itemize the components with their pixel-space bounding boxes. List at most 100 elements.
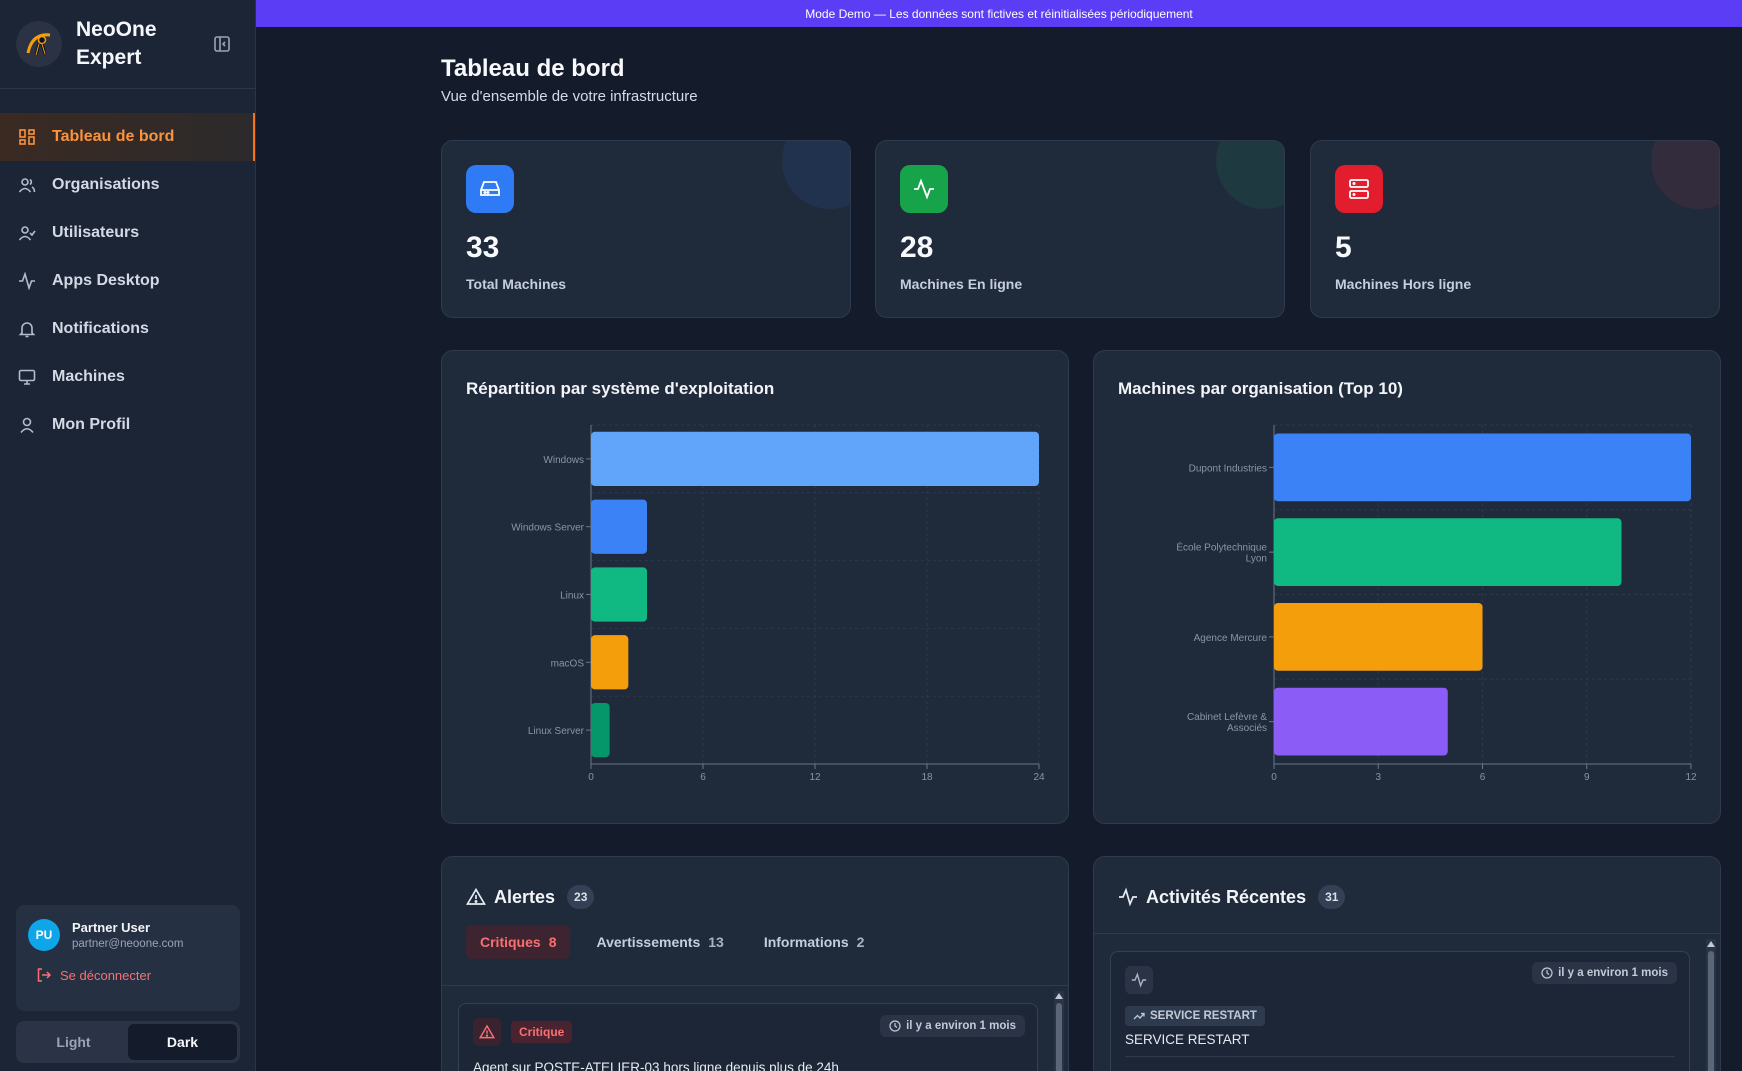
alert-icon xyxy=(473,1018,501,1046)
x-tick-label: 18 xyxy=(921,772,933,783)
logout-label: Se déconnecter xyxy=(60,967,152,983)
card-decoration xyxy=(782,141,850,209)
time-text: il y a environ 1 mois xyxy=(906,1020,1016,1032)
activity-type-icon xyxy=(1125,966,1153,994)
users-icon xyxy=(16,174,38,196)
category-label: Lyon xyxy=(1246,554,1267,565)
category-label: Windows Server xyxy=(511,523,584,534)
bar xyxy=(1274,687,1448,756)
sidebar-item-label: Apps Desktop xyxy=(52,272,160,289)
x-tick-label: 12 xyxy=(809,772,821,783)
stat-label: Machines Hors ligne xyxy=(1335,276,1472,292)
stat-card-online: 28 Machines En ligne xyxy=(875,140,1285,318)
user-email: partner@neoone.com xyxy=(72,938,184,950)
alerts-title: Alertes xyxy=(494,886,556,907)
sidebar-item-organisations[interactable]: Organisations xyxy=(0,161,255,209)
org-chart-title: Machines par organisation (Top 10) xyxy=(1118,379,1403,398)
alert-triangle-icon xyxy=(466,887,486,905)
category-label: Agence Mercure xyxy=(1194,633,1268,644)
sidebar: NeoOne Expert Tableau de bord Organisati… xyxy=(0,0,256,1071)
activity-icon xyxy=(900,165,948,213)
user-card: PU Partner User partner@neoone.com Se dé… xyxy=(16,905,240,1011)
theme-light-button[interactable]: Light xyxy=(56,1034,91,1050)
alerts-tabs: Critiques 8 Avertissements 13 Informations… xyxy=(466,925,890,959)
category-label: Linux Server xyxy=(528,726,585,737)
activity-type-badge: SERVICE RESTART xyxy=(1125,1006,1265,1026)
alert-item[interactable]: Critique il y a environ 1 mois Agent sur… xyxy=(458,1003,1038,1071)
category-label: Associés xyxy=(1227,723,1267,734)
sidebar-item-apps-desktop[interactable]: Apps Desktop xyxy=(0,257,255,305)
activity-icon xyxy=(1119,887,1137,907)
org-chart-panel: Machines par organisation (Top 10) 0 3 6 9 1… xyxy=(1093,350,1721,824)
theme-dark-button[interactable]: Dark xyxy=(128,1024,237,1060)
user-name: Partner User xyxy=(72,920,151,935)
scroll-thumb[interactable] xyxy=(1056,1003,1062,1071)
card-decoration xyxy=(1216,141,1284,209)
theme-toggle: Light Dark xyxy=(16,1021,240,1063)
bar xyxy=(591,567,647,622)
scroll-thumb[interactable] xyxy=(1708,951,1714,1071)
tab-informations[interactable]: Informations 2 xyxy=(750,925,879,959)
sidebar-item-notifications[interactable]: Notifications xyxy=(0,305,255,353)
x-tick-label: 6 xyxy=(1480,772,1486,783)
bar xyxy=(591,635,629,690)
category-label: Linux xyxy=(560,591,584,602)
x-tick-label: 9 xyxy=(1584,772,1590,783)
alerts-panel: Alertes 23 Critiques 8 Avertissements 13 I… xyxy=(441,856,1069,1071)
activity-type-label: SERVICE RESTART xyxy=(1150,1010,1257,1022)
tab-count: 2 xyxy=(856,934,865,950)
activities-scrollbar[interactable] xyxy=(1706,939,1716,1071)
activities-count-badge: 31 xyxy=(1318,885,1346,909)
sidebar-item-dashboard[interactable]: Tableau de bord xyxy=(0,113,255,161)
bar xyxy=(591,431,1039,487)
activities-title: Activités Récentes xyxy=(1146,886,1307,907)
logo xyxy=(16,21,62,67)
stat-value: 5 xyxy=(1335,231,1352,264)
divider xyxy=(1094,933,1720,934)
category-label: macOS xyxy=(551,658,585,669)
activities-panel: Activités Récentes 31 il y a environ 1 m… xyxy=(1093,856,1721,1071)
alerts-header: Alertes 23 xyxy=(466,885,595,909)
activities-header: Activités Récentes 31 xyxy=(1118,885,1346,909)
logout-button[interactable]: Se déconnecter xyxy=(28,967,228,983)
activity-item[interactable]: il y a environ 1 mois SERVICE RESTART SE… xyxy=(1110,951,1690,1071)
sidebar-item-machines[interactable]: Machines xyxy=(0,353,255,401)
stat-label: Machines En ligne xyxy=(900,276,1023,292)
x-tick-label: 24 xyxy=(1033,772,1045,783)
bar xyxy=(591,499,647,554)
category-label: École Polytechnique xyxy=(1176,541,1267,554)
tab-count: 13 xyxy=(708,934,724,950)
bar xyxy=(1274,433,1691,502)
hard-drive-icon xyxy=(466,165,514,213)
tab-label: Avertissements xyxy=(596,934,701,950)
sidebar-item-utilisateurs[interactable]: Utilisateurs xyxy=(0,209,255,257)
category-label: Windows xyxy=(543,455,584,466)
category-label: Cabinet Lefèvre & xyxy=(1187,712,1267,723)
user-check-icon xyxy=(16,222,38,244)
page-title: Tableau de bord xyxy=(441,55,625,82)
alert-text: Agent sur POSTE-ATELIER-03 hors ligne de… xyxy=(473,1060,839,1071)
x-tick-label: 0 xyxy=(1271,772,1277,783)
tab-critiques[interactable]: Critiques 8 xyxy=(466,925,571,959)
stat-label: Total Machines xyxy=(466,276,567,292)
tab-avertissements[interactable]: Avertissements 13 xyxy=(582,925,737,959)
stat-card-offline: 5 Machines Hors ligne xyxy=(1310,140,1720,318)
os-chart-title: Répartition par système d'exploitation xyxy=(466,379,775,398)
stat-card-total: 33 Total Machines xyxy=(441,140,851,318)
collapse-sidebar-icon[interactable] xyxy=(209,31,235,57)
bell-icon xyxy=(16,318,38,340)
alerts-scrollbar[interactable] xyxy=(1054,991,1064,1071)
brand-name: NeoOne Expert xyxy=(76,16,209,72)
x-tick-label: 3 xyxy=(1375,772,1381,783)
sidebar-item-label: Organisations xyxy=(52,176,160,193)
tab-count: 8 xyxy=(548,934,557,950)
x-tick-label: 6 xyxy=(700,772,706,783)
tab-label: Informations xyxy=(763,934,849,950)
trending-up-icon xyxy=(1133,1012,1145,1020)
avatar: PU xyxy=(28,919,60,951)
brand-line1: NeoOne xyxy=(76,18,157,41)
brand-line2: Expert xyxy=(76,46,142,69)
sidebar-item-label: Machines xyxy=(52,368,125,385)
sidebar-item-label: Notifications xyxy=(52,320,149,337)
sidebar-item-mon-profil[interactable]: Mon Profil xyxy=(0,401,255,449)
